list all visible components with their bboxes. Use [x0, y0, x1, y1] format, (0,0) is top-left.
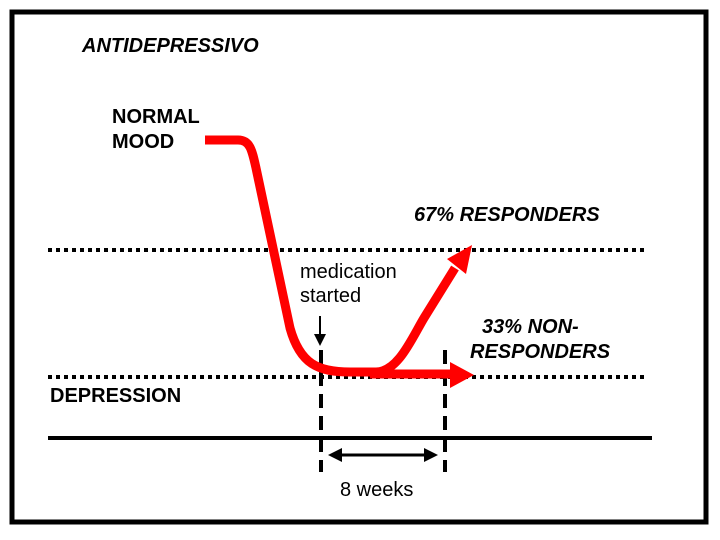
non-responders-arrow-head [450, 362, 474, 388]
responders-curve [375, 265, 459, 377]
medication-arrow-head [314, 334, 326, 346]
mood-decline-curve [205, 135, 378, 377]
duration-label: 8 weeks [340, 479, 413, 501]
responders-arrow-head [447, 245, 472, 274]
diagram-title: ANTIDEPRESSIVO [81, 35, 259, 57]
medication-label-line2: started [300, 285, 361, 307]
normal-mood-label-line1: NORMAL [112, 106, 200, 128]
normal-mood-label-line2: MOOD [112, 131, 174, 153]
non-responders-label-line2: RESPONDERS [470, 341, 611, 363]
non-responders-label-line1: 33% NON- [482, 316, 579, 338]
responders-label: 67% RESPONDERS [414, 204, 600, 226]
duration-arrow-right-head [424, 448, 438, 462]
diagram-border [9, 9, 709, 525]
duration-arrow-left-head [328, 448, 342, 462]
medication-label-line1: medication [300, 261, 397, 283]
depression-label: DEPRESSION [50, 385, 181, 407]
